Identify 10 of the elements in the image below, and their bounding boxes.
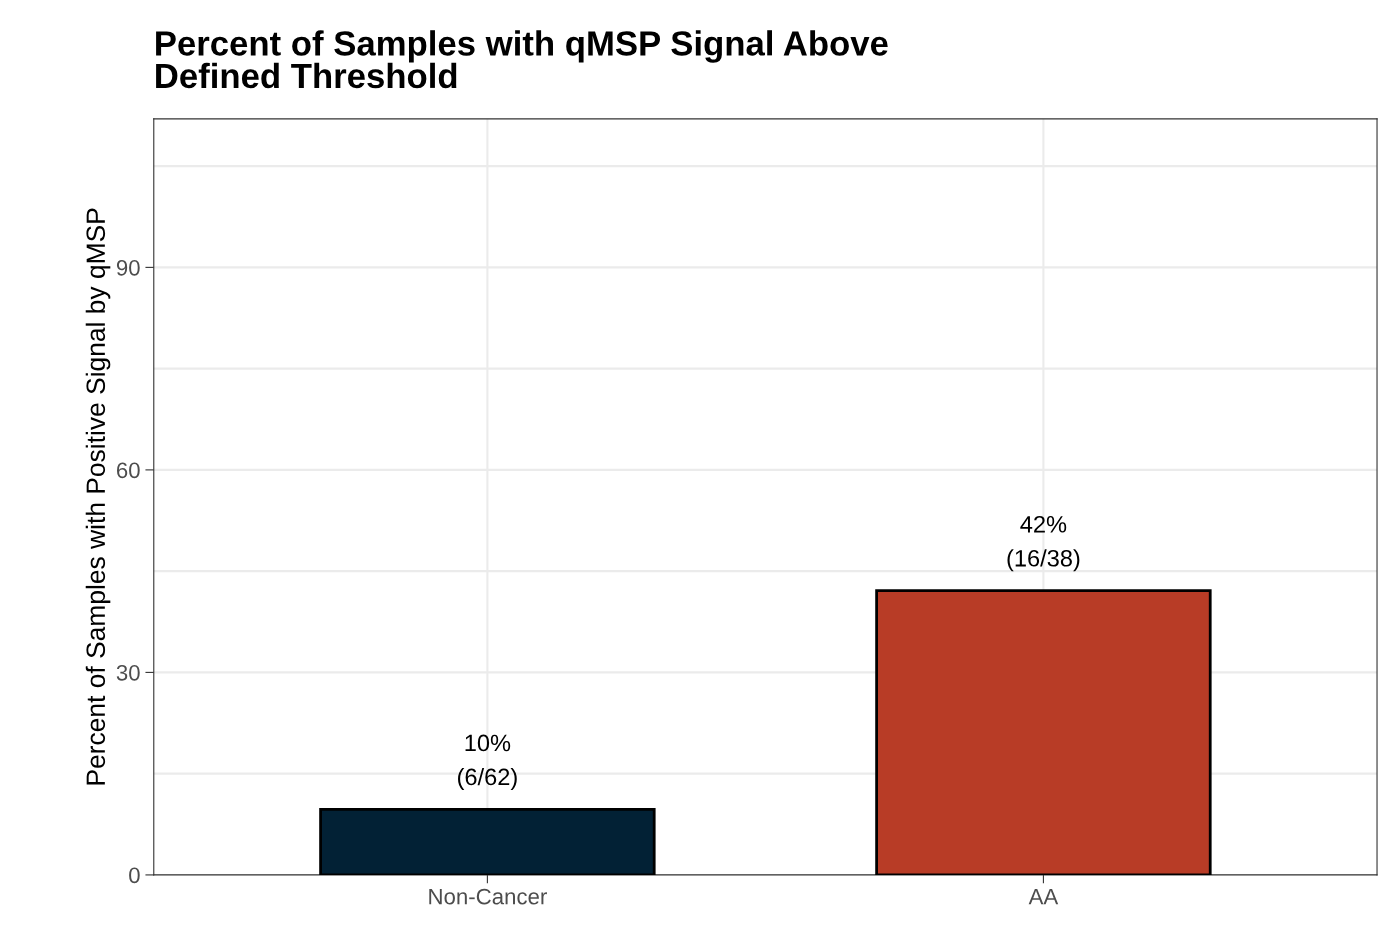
data-label: 42% (16/38) xyxy=(1007,515,1080,572)
y-tick-label: 30 xyxy=(116,664,140,681)
chart-title: Percent of Samples with qMSP Signal Above Defined Threshold xyxy=(156,30,888,89)
y-axis-title: Percent of Samples with Positive Signal by qMSP xyxy=(85,208,111,785)
y-tick-label: 0 xyxy=(129,867,140,884)
x-tick-label: Non-Cancer xyxy=(429,888,547,905)
y-tick-label: 90 xyxy=(116,259,140,276)
x-tick-label: AA xyxy=(1028,888,1059,905)
y-tick-label: 60 xyxy=(117,462,140,479)
data-label: 10% (6/62) xyxy=(458,734,517,790)
